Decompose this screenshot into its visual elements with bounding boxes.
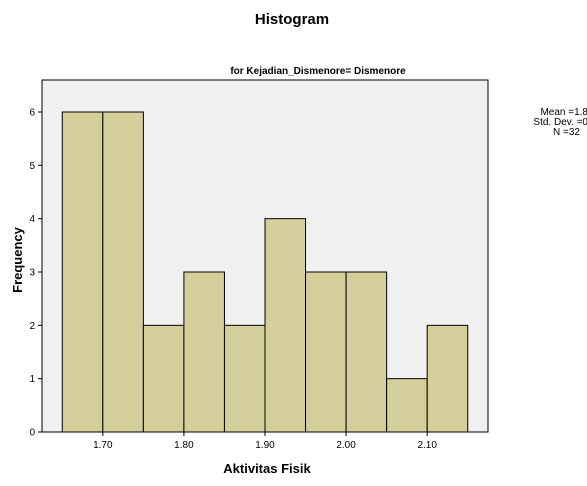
x-tick-label-1: 1.70 xyxy=(93,440,113,451)
stats-std-dev: Std. Dev. =0 xyxy=(533,117,587,128)
y-tick-label-3: 3 xyxy=(29,268,35,279)
plot-frame xyxy=(41,79,489,433)
x-tick-label-2: 1.80 xyxy=(174,440,194,451)
histogram-bar-2 xyxy=(102,111,144,433)
x-axis-label: Aktivitas Fisik xyxy=(223,461,311,476)
chart-subtitle: for Kejadian_Dismenore= Dismenore xyxy=(230,66,406,77)
y-tick-label-5: 5 xyxy=(29,161,35,172)
y-axis-label: Frequency xyxy=(10,226,25,293)
stats-mean: Mean =1.8 xyxy=(540,107,587,118)
stats-n: N =32 xyxy=(553,127,580,138)
histogram-bar-5 xyxy=(223,324,266,433)
x-tick-label-5: 2.10 xyxy=(417,440,437,451)
plot-area: 0 1 2 3 4 5 6 1.70 1.80 1.90 2.00 2.10 xyxy=(29,79,489,451)
statistics-summary: Mean =1.8 Std. Dev. =0 N =32 xyxy=(533,107,587,138)
y-tick-label-0: 0 xyxy=(29,428,35,439)
x-tick-label-4: 2.00 xyxy=(336,440,356,451)
histogram-bar-8 xyxy=(345,271,388,433)
histogram-bar-3 xyxy=(142,324,185,433)
histogram-bar-4 xyxy=(183,271,225,433)
histogram-bar-6 xyxy=(264,218,307,433)
histogram-bar-1 xyxy=(61,111,104,433)
histogram-bar-7 xyxy=(305,271,347,433)
y-tick-label-6: 6 xyxy=(29,108,35,119)
y-tick-label-1: 1 xyxy=(29,374,35,385)
histogram-bar-9 xyxy=(386,378,428,433)
histogram-bar-10 xyxy=(426,324,469,433)
chart-title: Histogram xyxy=(255,11,329,28)
y-tick-label-4: 4 xyxy=(29,214,35,225)
x-tick-label-3: 1.90 xyxy=(255,440,275,451)
y-tick-label-2: 2 xyxy=(29,321,35,332)
